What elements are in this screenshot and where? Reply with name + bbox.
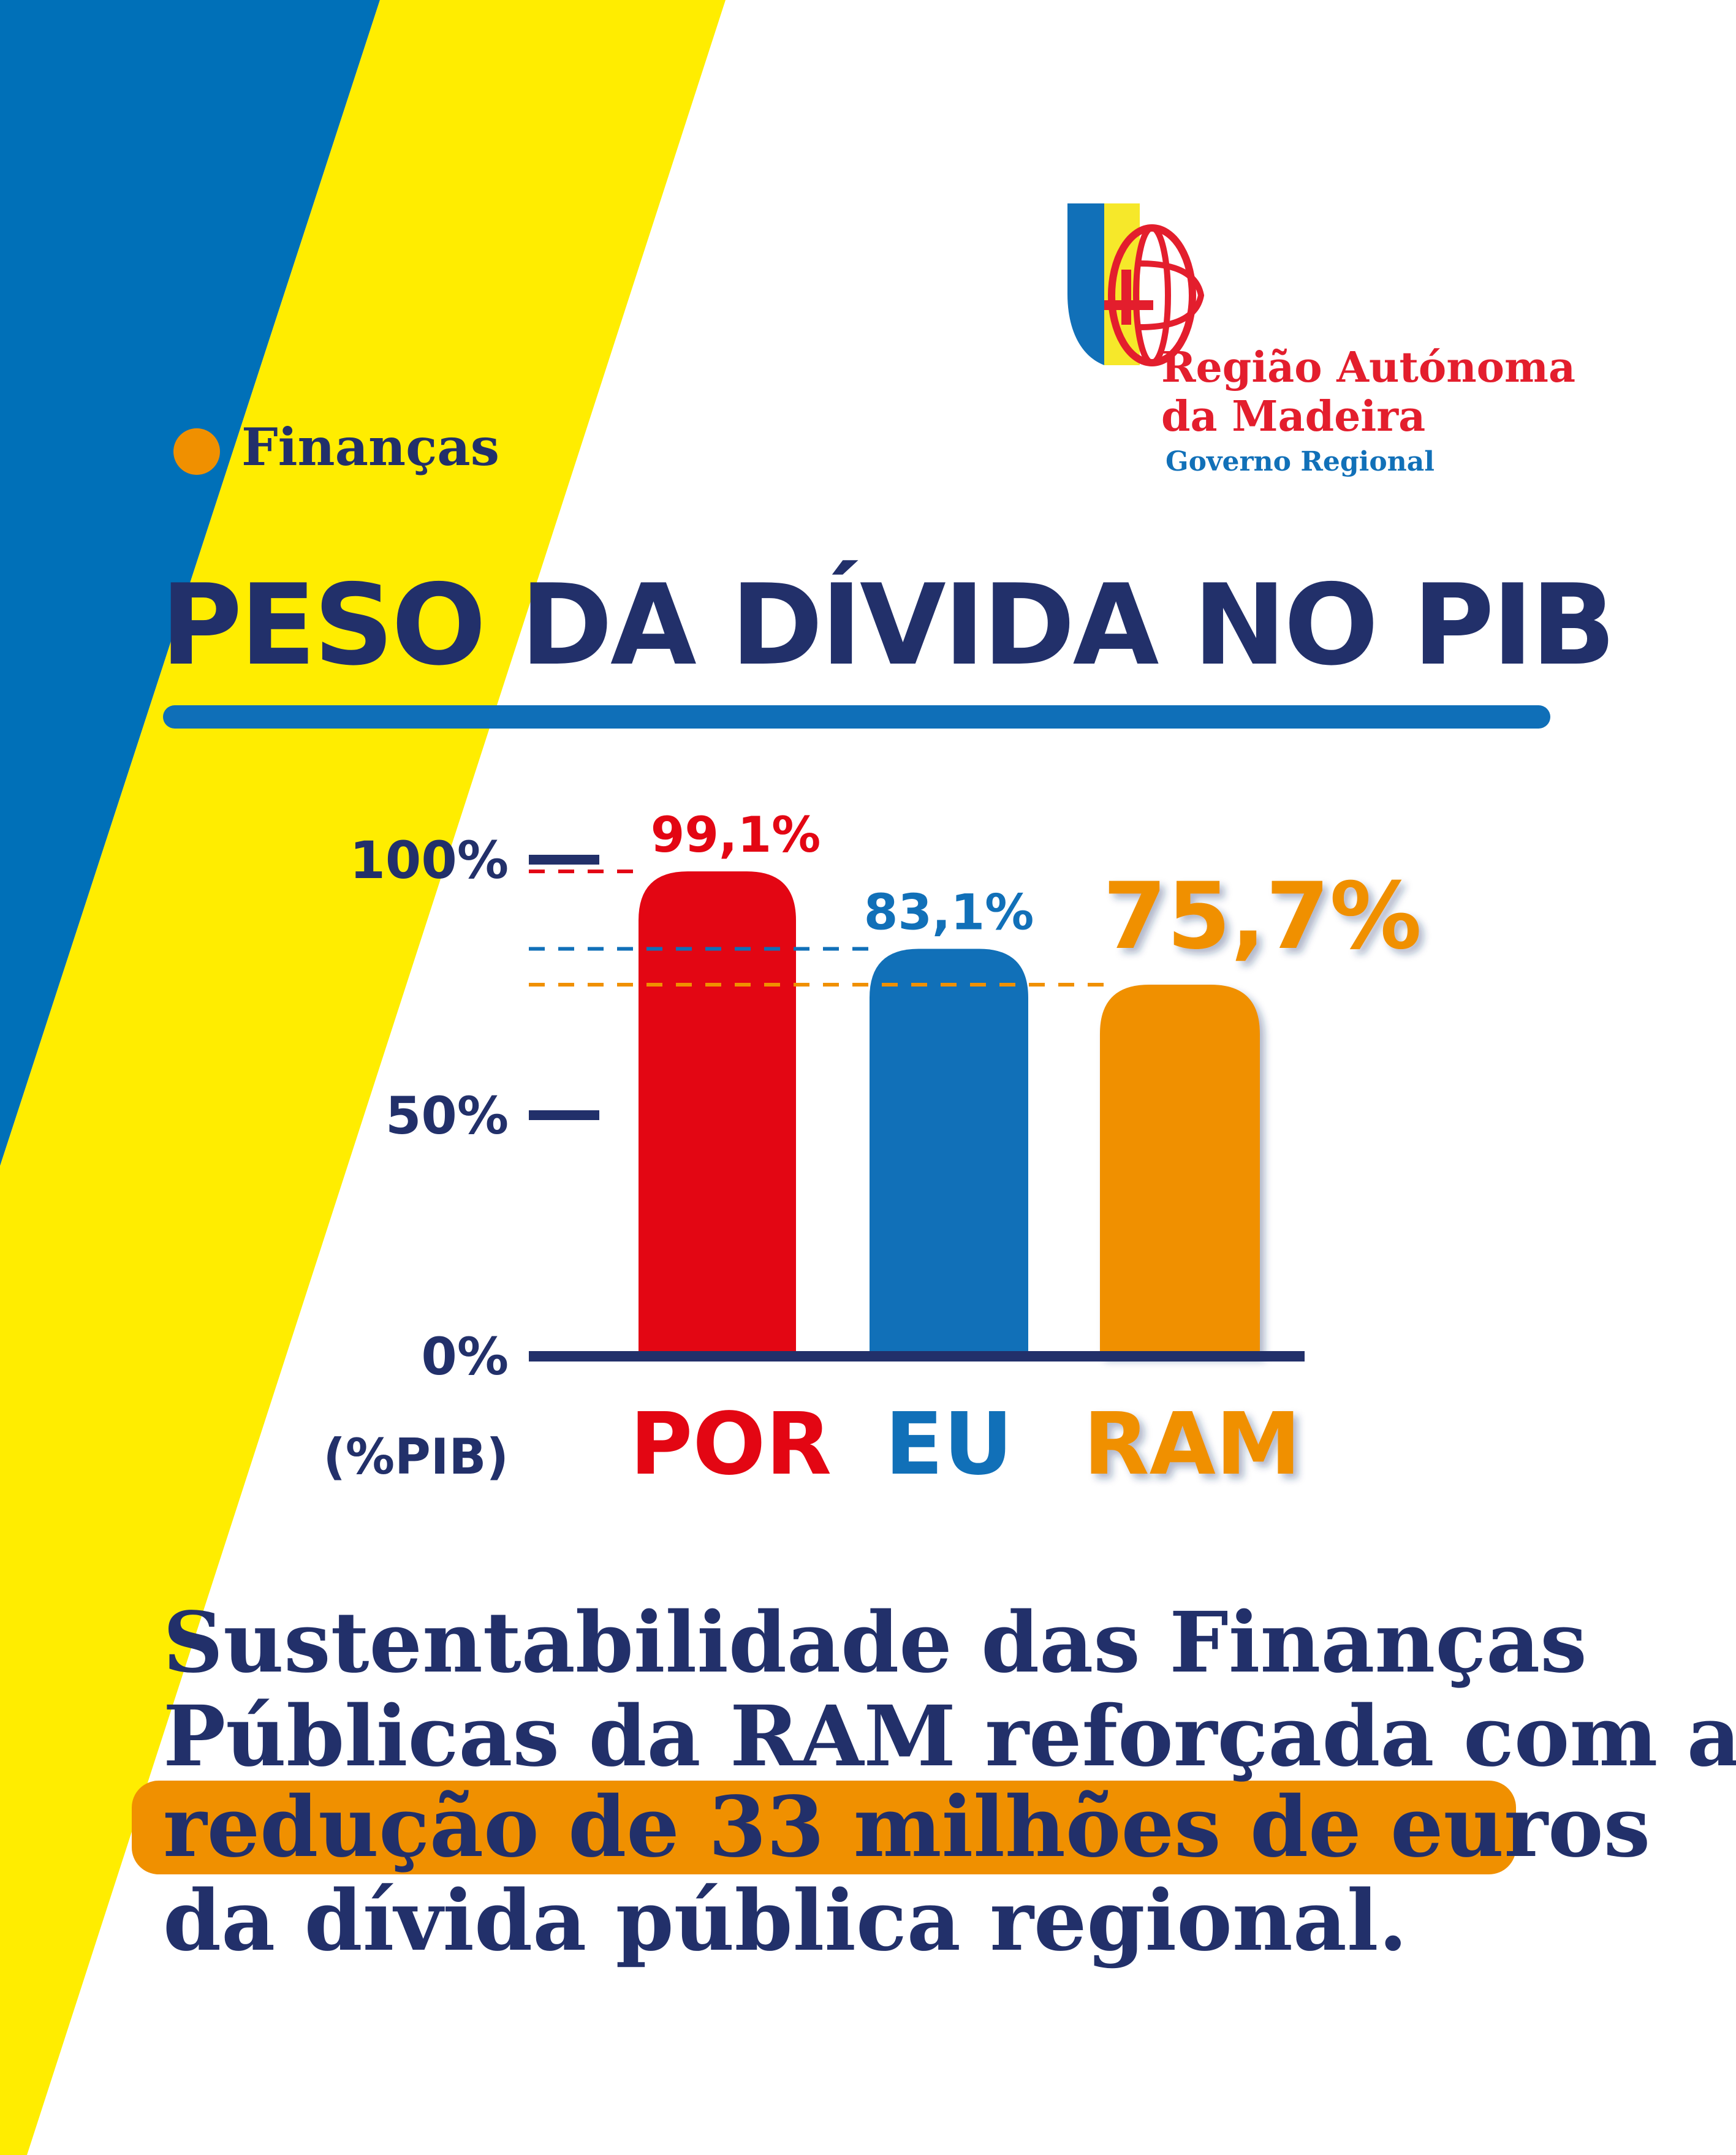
category-label: POR [630,1395,832,1494]
y-tick-label: 50% [385,1086,509,1146]
title-underline [163,705,1550,729]
logo-text-region: Região Autónoma [1161,343,1576,392]
page-title: PESO DA DÍVIDA NO PIB [161,560,1616,690]
y-tick-mark [529,1110,599,1120]
bar-eu [870,949,1028,1356]
logo-text-government: Governo Regional [1166,446,1435,477]
madeira-coat-of-arms-logo [1067,203,1205,366]
data-label: 99,1% [651,806,821,863]
category-label: EU [885,1395,1013,1494]
body-line-2: Públicas da RAM reforçada com a [163,1687,1736,1786]
x-axis-line [529,1351,1305,1362]
y-axis-unit-label: (%PIB) [323,1428,509,1485]
yellow-stripe [0,0,726,2155]
category-label: RAM [1083,1395,1301,1494]
body-line-1: Sustentabilidade das Finanças [163,1594,1587,1692]
text-highlight [132,1781,1516,1874]
body-line-4: da dívida pública regional. [163,1872,1408,1970]
bar-por [639,871,796,1356]
data-label: 75,7% [1103,863,1422,970]
bar-ram [1100,984,1260,1356]
body-line-3: redução de 33 milhões de euros [163,1778,1651,1876]
y-tick-label: 100% [349,830,509,890]
data-label: 83,1% [864,884,1034,941]
y-tick-mark [529,855,599,865]
logo-text-madeira: da Madeira [1161,392,1426,441]
category-label: Finanças [241,417,499,477]
y-tick-label: 0% [421,1327,509,1387]
category-dot-icon [173,428,220,475]
